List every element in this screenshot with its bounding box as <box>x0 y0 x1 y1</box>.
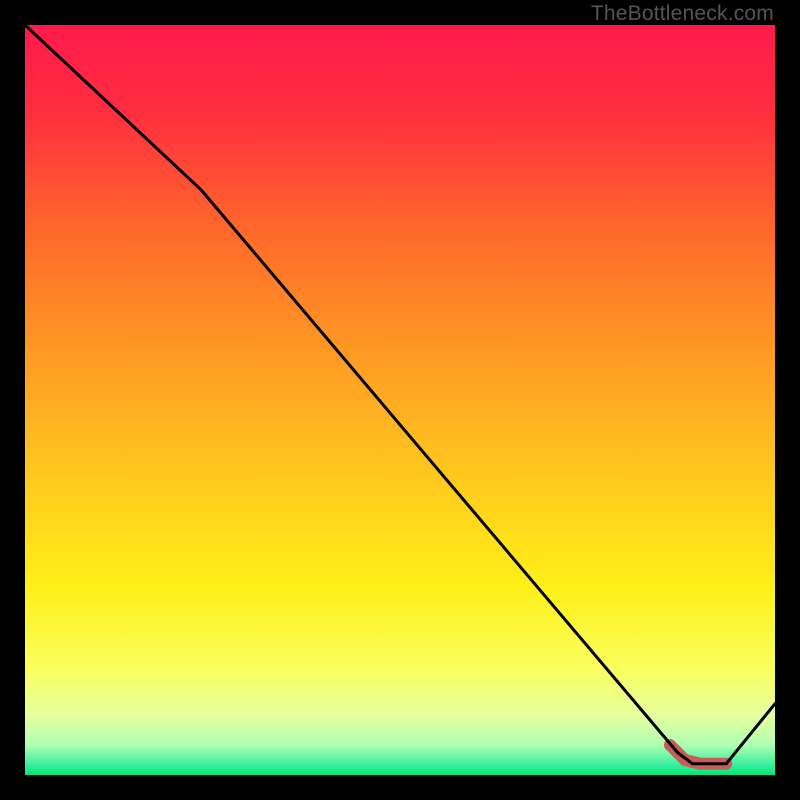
main-line <box>25 25 775 764</box>
line-layer <box>25 25 775 775</box>
plot-area <box>25 25 775 775</box>
chart-container: TheBottleneck.com <box>0 0 800 800</box>
watermark-text: TheBottleneck.com <box>591 2 774 26</box>
